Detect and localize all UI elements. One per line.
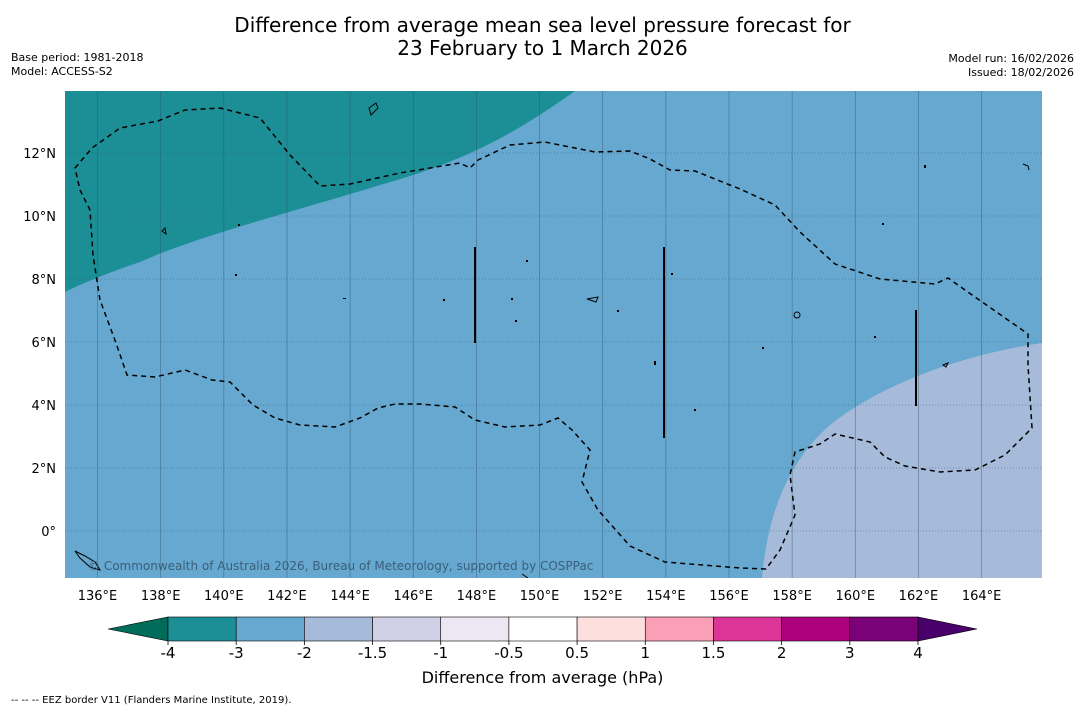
colorbar-tick-label: -1.5 bbox=[358, 644, 387, 662]
colorbar-under-arrow bbox=[107, 616, 169, 642]
footer-note: -- -- -- EEZ border V11 (Flanders Marine… bbox=[11, 695, 292, 706]
eez-border bbox=[74, 107, 1033, 570]
title-line-2: 23 February to 1 March 2026 bbox=[397, 36, 688, 60]
island bbox=[238, 224, 240, 226]
longitude-label: 146°E bbox=[393, 589, 433, 604]
map-title: Difference from average mean sea level p… bbox=[0, 14, 1085, 60]
colorbar-tick-label: 4 bbox=[913, 644, 923, 662]
island bbox=[74, 550, 102, 571]
colorbar-tick-label: -2 bbox=[297, 644, 312, 662]
latitude-label: 8°N bbox=[32, 273, 57, 288]
longitude-label: 158°E bbox=[772, 589, 812, 604]
colorbar-label: Difference from average (hPa) bbox=[421, 668, 664, 687]
colorbar-swatch bbox=[781, 616, 851, 642]
latitude-labels: 0° 2°N 4°N 6°N 8°N 10°N 12°N bbox=[23, 147, 56, 540]
colorbar-swatch bbox=[849, 616, 919, 642]
meta-left: Base period: 1981-2018 Model: ACCESS-S2 bbox=[11, 51, 143, 79]
island bbox=[654, 361, 656, 365]
colorbar-swatch bbox=[644, 616, 714, 642]
islands bbox=[74, 102, 1030, 578]
model-name: Model: ACCESS-S2 bbox=[11, 65, 113, 78]
latitude-label: 0° bbox=[41, 525, 56, 540]
colorbar-swatch bbox=[508, 616, 578, 642]
meta-right: Model run: 16/02/2026 Issued: 18/02/2026 bbox=[948, 52, 1074, 80]
colorbar-tick-label: 1 bbox=[640, 644, 650, 662]
longitude-label: 160°E bbox=[836, 589, 876, 604]
island bbox=[235, 274, 237, 276]
island bbox=[443, 299, 445, 301]
colorbar-swatch bbox=[304, 616, 373, 642]
island bbox=[617, 310, 619, 312]
longitude-label: 164°E bbox=[962, 589, 1002, 604]
island bbox=[882, 223, 884, 225]
island bbox=[586, 296, 599, 303]
longitude-label: 142°E bbox=[267, 589, 307, 604]
colorbar-tick-label: -1 bbox=[433, 644, 448, 662]
colorbar-swatch bbox=[576, 616, 646, 642]
longitude-label: 136°E bbox=[78, 589, 118, 604]
island bbox=[1022, 163, 1030, 171]
island bbox=[511, 298, 513, 300]
title-line-1: Difference from average mean sea level p… bbox=[234, 13, 851, 37]
latitude-label: 12°N bbox=[23, 147, 56, 162]
gridlines bbox=[65, 91, 1042, 578]
longitude-label: 138°E bbox=[141, 589, 181, 604]
colorbar-tick-label: 1.5 bbox=[702, 644, 726, 662]
base-period: Base period: 1981-2018 bbox=[11, 51, 144, 64]
colorbar-tick-label: -0.5 bbox=[494, 644, 523, 662]
longitude-label: 154°E bbox=[646, 589, 686, 604]
colorbar: -4 -3 -2 -1.5 -1 -0.5 0.5 1 1.5 2 3 4 bbox=[107, 616, 978, 662]
latitude-label: 10°N bbox=[23, 210, 56, 225]
field-minus2-to-minus1_5 bbox=[762, 343, 1042, 578]
latitude-label: 2°N bbox=[32, 462, 57, 477]
latitude-label: 6°N bbox=[32, 336, 57, 351]
island bbox=[694, 409, 696, 411]
island bbox=[941, 362, 950, 368]
island bbox=[521, 573, 529, 578]
island bbox=[793, 311, 801, 319]
longitude-label: 150°E bbox=[520, 589, 560, 604]
map-area: © Commonwealth of Australia 2026, Bureau… bbox=[65, 91, 1042, 578]
colorbar-tick-label: 2 bbox=[777, 644, 787, 662]
island bbox=[368, 102, 379, 116]
issued-date: Issued: 18/02/2026 bbox=[967, 66, 1074, 79]
island bbox=[343, 298, 346, 299]
island bbox=[924, 165, 926, 168]
longitude-label: 162°E bbox=[899, 589, 939, 604]
colorbar-swatch bbox=[713, 616, 782, 642]
latitude-label: 4°N bbox=[32, 399, 57, 414]
longitude-labels: 136°E 138°E 140°E 142°E 144°E 146°E 148°E 150°E… bbox=[78, 589, 1002, 604]
island bbox=[874, 336, 876, 338]
colorbar-swatch bbox=[440, 616, 510, 642]
copyright-text: © Commonwealth of Australia 2026, Bureau… bbox=[88, 559, 593, 573]
model-run: Model run: 16/02/2026 bbox=[948, 52, 1074, 65]
colorbar-tick-label: -3 bbox=[229, 644, 244, 662]
colorbar-swatch bbox=[235, 616, 305, 642]
longitude-label: 148°E bbox=[457, 589, 497, 604]
colorbar-tick-label: 3 bbox=[845, 644, 855, 662]
colorbar-swatch bbox=[372, 616, 442, 642]
small-islands bbox=[235, 165, 926, 411]
longitude-label: 144°E bbox=[330, 589, 370, 604]
field-minus4-to-minus3 bbox=[65, 91, 575, 292]
island bbox=[161, 226, 167, 236]
island bbox=[515, 320, 517, 322]
longitude-label: 140°E bbox=[204, 589, 244, 604]
colorbar-tick-label: -4 bbox=[161, 644, 176, 662]
longitude-label: 156°E bbox=[709, 589, 749, 604]
longitude-label: 152°E bbox=[583, 589, 623, 604]
colorbar-swatch bbox=[167, 616, 237, 642]
colorbar-tick-label: 0.5 bbox=[565, 644, 589, 662]
colorbar-over-arrow bbox=[917, 616, 978, 642]
island bbox=[671, 273, 673, 275]
island bbox=[762, 347, 764, 349]
island bbox=[526, 260, 528, 262]
